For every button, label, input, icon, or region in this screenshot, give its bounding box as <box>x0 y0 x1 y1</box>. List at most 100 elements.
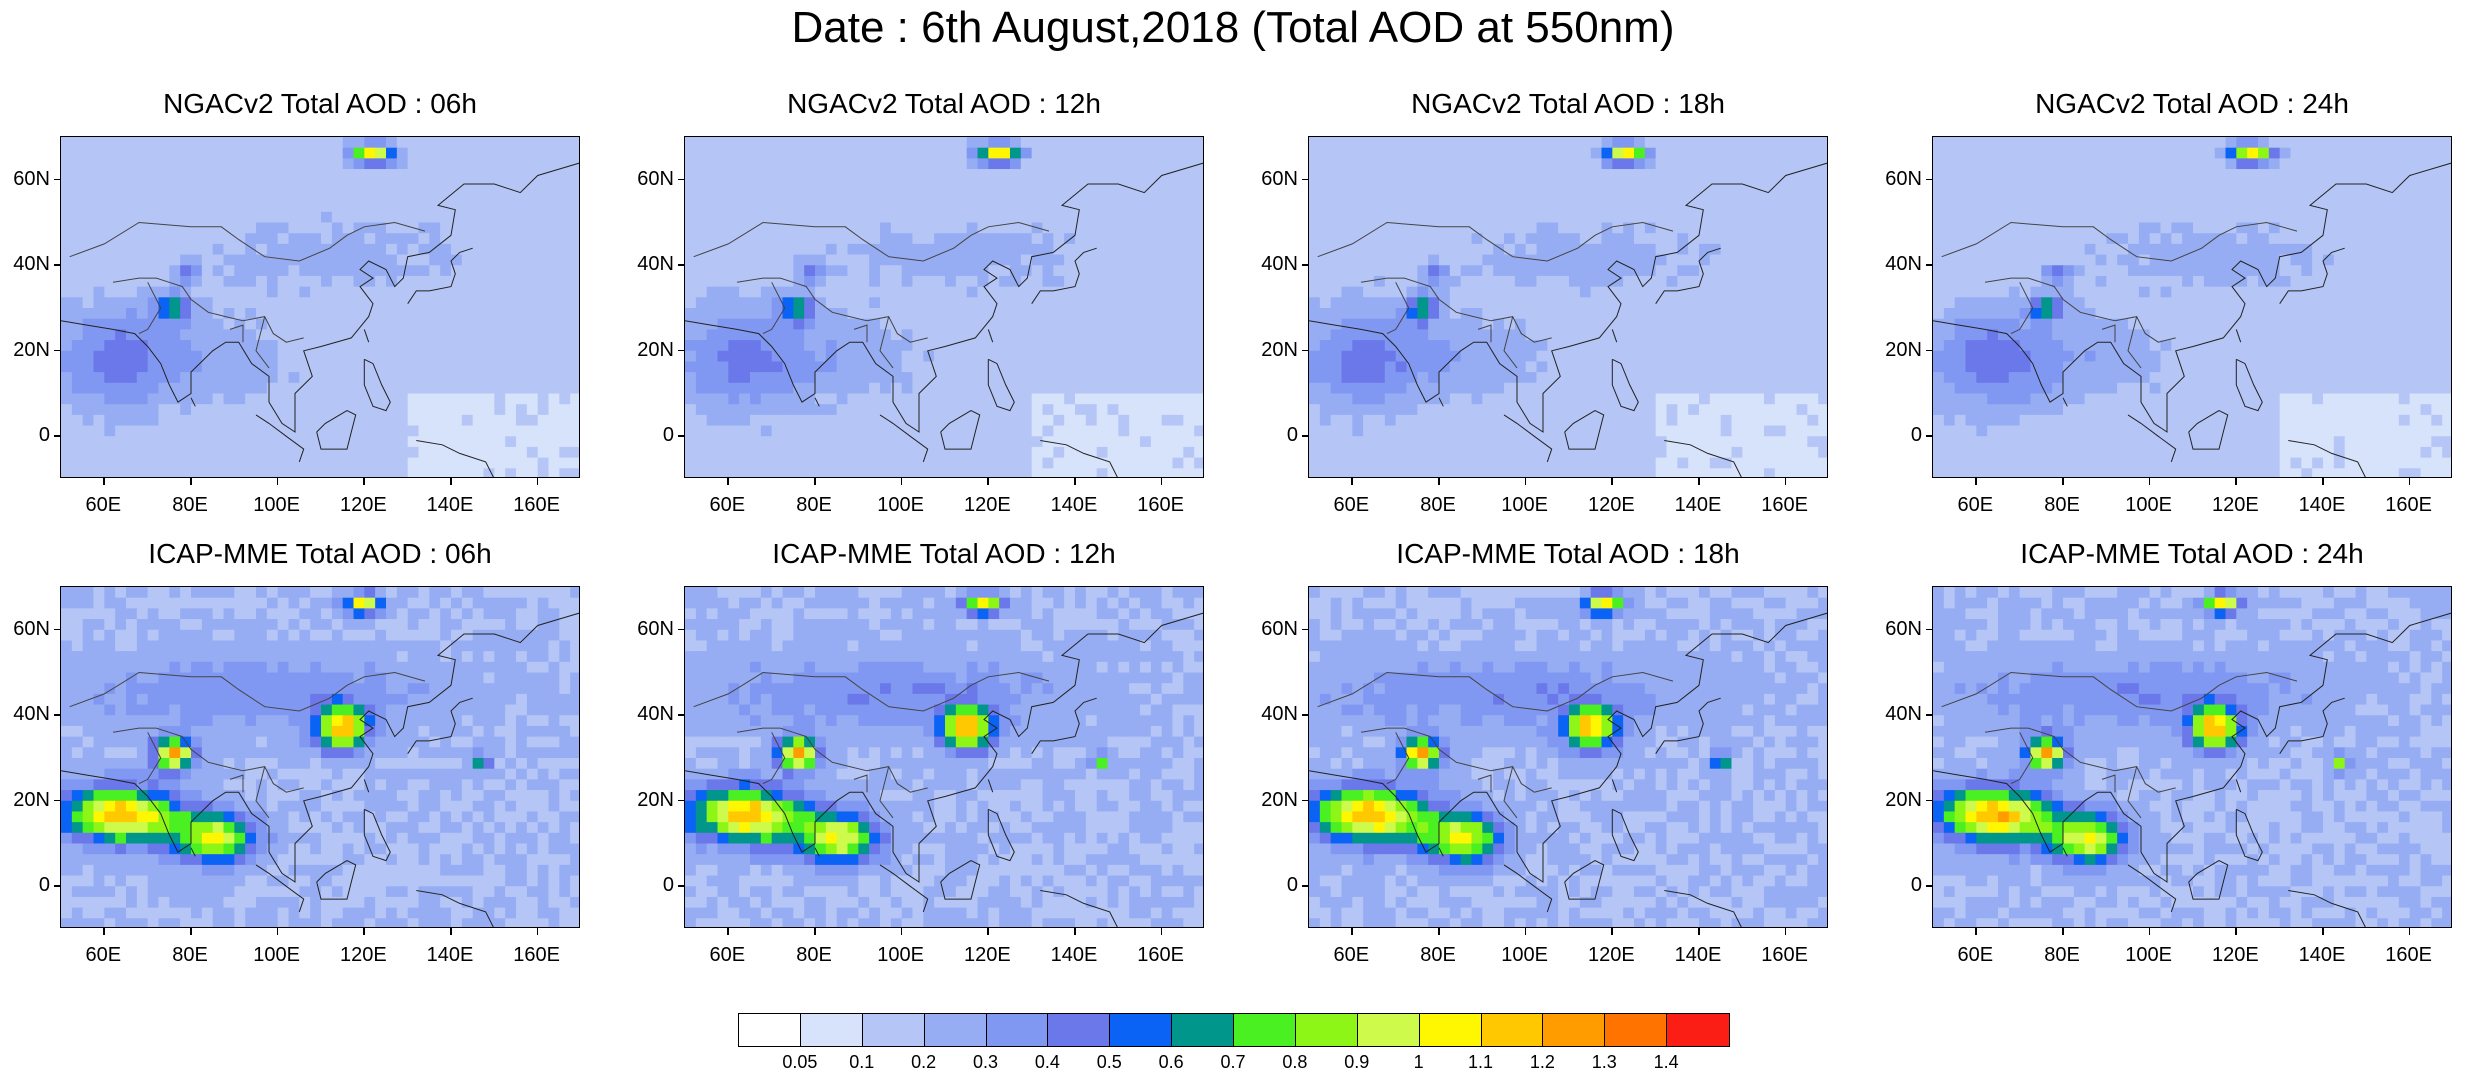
aod-cell <box>869 329 881 341</box>
aod-cell <box>2279 169 2292 181</box>
aod-cell <box>717 201 729 213</box>
country-border <box>229 324 244 343</box>
aod-cell <box>115 361 127 373</box>
aod-cell <box>1107 265 1119 277</box>
aod-cell <box>1493 286 1505 298</box>
aod-cell <box>912 318 924 330</box>
aod-cell <box>2398 158 2411 170</box>
aod-cell <box>1709 233 1722 245</box>
aod-cell <box>364 275 376 288</box>
aod-cell <box>804 179 816 192</box>
aod-cell <box>1655 265 1668 277</box>
aod-cell <box>1688 147 1700 159</box>
aod-cell <box>1807 233 1819 245</box>
aod-cell <box>858 286 870 298</box>
aod-cell <box>815 382 827 395</box>
aod-cell <box>1493 425 1505 437</box>
aod-cell <box>1172 404 1184 416</box>
aod-cell <box>516 468 528 477</box>
aod-cell <box>1471 446 1483 459</box>
aod-cell <box>245 179 257 192</box>
aod-cell <box>169 137 181 149</box>
aod-cell <box>1031 254 1044 266</box>
aod-cell <box>451 329 463 341</box>
aod-cell <box>1818 265 1827 277</box>
aod-cell <box>147 350 160 363</box>
aod-cell <box>537 457 550 469</box>
aod-cell <box>126 286 138 298</box>
aod-cell <box>104 318 116 330</box>
aod-cell <box>2149 158 2162 170</box>
aod-cell <box>685 211 697 224</box>
aod-cell <box>858 382 870 395</box>
aod-cell <box>147 137 160 149</box>
aod-cell <box>739 286 751 298</box>
aod-cell <box>451 286 463 298</box>
aod-cell <box>516 372 528 384</box>
aod-cell <box>212 137 225 149</box>
aod-cell <box>1536 446 1548 459</box>
aod-cell <box>429 350 441 363</box>
aod-cell <box>180 329 192 341</box>
aod-cell <box>440 286 452 298</box>
aod-cell <box>147 233 160 245</box>
aod-cell <box>717 350 729 363</box>
aod-cell <box>1709 308 1722 320</box>
aod-cell <box>548 286 560 298</box>
aod-cell <box>1352 308 1364 320</box>
aod-cell <box>375 158 387 170</box>
aod-cell <box>1194 286 1203 298</box>
aod-cell <box>1536 233 1548 245</box>
aod-cell <box>191 275 203 288</box>
aod-cell <box>685 468 697 477</box>
aod-cell <box>1579 436 1592 448</box>
aod-cell <box>1731 222 1743 234</box>
aod-cell <box>559 414 571 427</box>
aod-cell <box>1764 297 1776 309</box>
aod-cell <box>212 318 225 330</box>
aod-cell <box>739 340 751 352</box>
aod-cell <box>1677 158 1689 170</box>
aod-cell <box>321 414 333 427</box>
aod-cell <box>1449 308 1462 320</box>
aod-cell <box>1623 404 1635 416</box>
aod-cell <box>1309 297 1321 309</box>
aod-cell <box>1976 179 1988 192</box>
aod-cell <box>717 361 729 373</box>
aod-cell <box>353 361 365 373</box>
aod-cell <box>386 329 398 341</box>
aod-cell <box>825 382 838 395</box>
aod-cell <box>1309 361 1321 373</box>
aod-cell <box>912 297 924 309</box>
aod-cell <box>1644 297 1657 309</box>
aod-cell <box>1753 158 1765 170</box>
aod-cell <box>1796 169 1808 181</box>
aod-cell <box>299 382 311 395</box>
aod-cell <box>2420 137 2432 149</box>
aod-cell <box>955 190 968 202</box>
aod-cell <box>901 137 914 149</box>
aod-cell <box>147 425 160 437</box>
aod-cell <box>451 404 463 416</box>
aod-cell <box>1118 254 1130 266</box>
aod-cell <box>126 179 138 192</box>
aod-cell <box>537 286 550 298</box>
aod-cell <box>1471 468 1483 477</box>
aod-cell <box>1579 382 1592 395</box>
aod-cell <box>1655 436 1668 448</box>
aod-cell <box>494 350 506 363</box>
aod-cell <box>1785 265 1798 277</box>
aod-cell <box>245 147 257 159</box>
aod-cell <box>760 243 773 256</box>
aod-cell <box>999 468 1011 477</box>
aod-cell <box>1644 222 1657 234</box>
aod-cell <box>223 265 235 277</box>
aod-cell <box>945 340 957 352</box>
aod-cell <box>1053 404 1065 416</box>
aod-cell <box>1742 425 1754 437</box>
aod-cell <box>728 190 740 202</box>
aod-cell <box>782 350 794 363</box>
aod-cell <box>1096 457 1109 469</box>
aod-cell <box>201 372 214 384</box>
aod-cell <box>750 158 762 170</box>
